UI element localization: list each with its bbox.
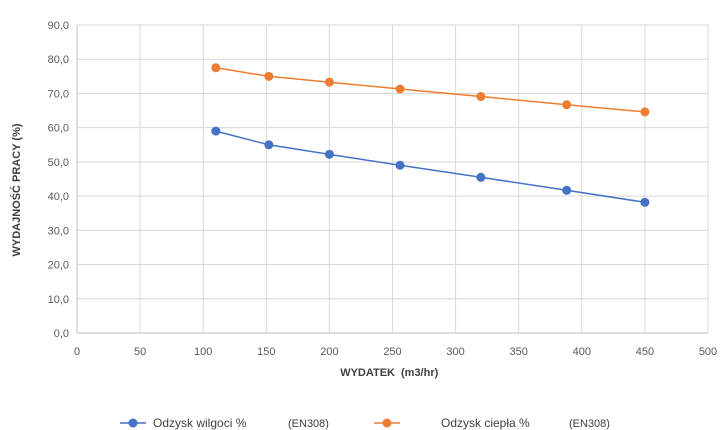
data-point xyxy=(640,107,650,117)
y-tick-label: 60,0 xyxy=(48,123,69,135)
series-line xyxy=(215,130,646,204)
x-tick-label: 400 xyxy=(573,346,591,358)
y-tick-label: 90,0 xyxy=(48,20,69,32)
data-point xyxy=(324,77,334,87)
x-tick-label: 300 xyxy=(446,346,464,358)
data-point xyxy=(395,160,405,170)
x-tick-label: 100 xyxy=(194,346,212,358)
y-tick-labels: 0,0 10,0 20,0 30,0 40,0 50,0 60,0 70,0 80,0 90,0 xyxy=(48,20,69,340)
series-2 xyxy=(211,63,650,117)
legend-marker xyxy=(382,418,392,428)
y-tick-label: 0,0 xyxy=(54,328,69,340)
data-point xyxy=(264,140,274,150)
x-tick-labels: 0 50 100 150 200 250 300 350 400 450 500 xyxy=(74,346,717,358)
grid-lines xyxy=(77,24,709,333)
x-tick-label: 500 xyxy=(699,346,717,358)
data-point xyxy=(211,126,221,136)
data-point xyxy=(476,92,486,102)
series-line xyxy=(215,67,645,113)
legend: Odzysk wilgoci % (EN308) Odzysk ciepła % (E… xyxy=(120,416,610,430)
series-1 xyxy=(211,126,650,207)
x-tick-label: 250 xyxy=(383,346,401,358)
y-tick-label: 40,0 xyxy=(48,191,69,203)
y-tick-label: 10,0 xyxy=(48,294,69,306)
x-axis-title: WYDATEK xyxy=(340,367,395,379)
legend-standard: (EN308) xyxy=(288,418,329,430)
x-tick-label: 200 xyxy=(320,346,338,358)
legend-item-2: Odzysk ciepła % (EN308) xyxy=(374,416,610,430)
x-tick-label: 0 xyxy=(74,346,80,358)
data-point xyxy=(476,172,486,182)
x-tick-label: 50 xyxy=(134,346,146,358)
legend-label: Odzysk wilgoci % xyxy=(153,416,247,430)
data-point xyxy=(211,63,221,73)
x-tick-label: 450 xyxy=(636,346,654,358)
legend-item-1: Odzysk wilgoci % (EN308) xyxy=(120,416,329,430)
y-tick-label: 70,0 xyxy=(48,88,69,100)
data-point xyxy=(562,185,572,195)
data-point xyxy=(324,149,334,159)
x-tick-label: 350 xyxy=(510,346,528,358)
legend-marker xyxy=(128,418,138,428)
data-point xyxy=(640,197,650,207)
y-axis-title: WYDAJNOŚĆ PRACY (%) xyxy=(10,123,23,256)
y-tick-label: 50,0 xyxy=(48,157,69,169)
legend-standard: (EN308) xyxy=(569,418,610,430)
x-axis-unit: (m3/hr) xyxy=(401,367,439,379)
data-point xyxy=(264,71,274,81)
series-group xyxy=(211,63,650,207)
axes xyxy=(76,25,708,334)
data-point xyxy=(562,100,572,110)
y-tick-label: 80,0 xyxy=(48,54,69,66)
y-tick-label: 30,0 xyxy=(48,225,69,237)
y-tick-label: 20,0 xyxy=(48,260,69,272)
x-tick-label: 150 xyxy=(257,346,275,358)
data-point xyxy=(395,84,405,94)
legend-label: Odzysk ciepła % xyxy=(441,416,530,430)
